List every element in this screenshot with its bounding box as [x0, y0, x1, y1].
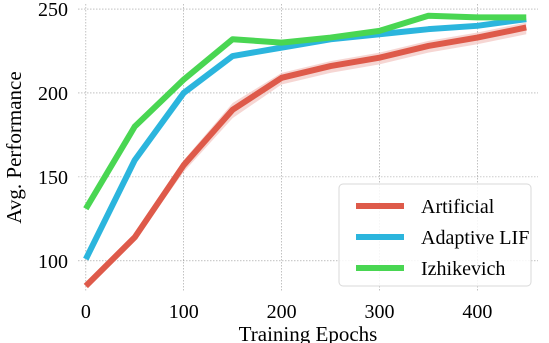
legend-box — [338, 183, 532, 287]
x-tick-label-4: 400 — [462, 301, 492, 323]
band-series-0 — [85, 22, 527, 288]
legend-label-1: Adaptive LIF — [421, 227, 529, 249]
legend: Artificial Adaptive LIF Izhikevich — [338, 183, 532, 287]
x-tick-label-2: 200 — [267, 301, 297, 323]
y-tick-label-2: 200 — [38, 83, 68, 105]
y-tick-label-1: 150 — [38, 167, 68, 189]
y-tick-label-0: 100 — [38, 251, 68, 273]
legend-label-2: Izhikevich — [421, 258, 505, 280]
series-line-1 — [83, 16, 527, 261]
series-line-0 — [83, 24, 527, 289]
y-tick-label-3: 250 — [38, 0, 68, 21]
y-axis-label: Avg. Performance — [2, 71, 26, 223]
legend-label-0: Artificial — [421, 196, 495, 218]
x-tick-label-3: 300 — [364, 301, 394, 323]
x-axis-label: Training Epochs — [239, 322, 378, 343]
x-tick-label-1: 100 — [169, 301, 199, 323]
series-lines — [83, 12, 527, 289]
series-line-2 — [83, 12, 527, 211]
confidence-bands — [85, 22, 527, 288]
x-tick-label-0: 0 — [81, 301, 91, 323]
tick-labels: 0 100 200 300 400 100 150 200 250 — [38, 0, 492, 323]
